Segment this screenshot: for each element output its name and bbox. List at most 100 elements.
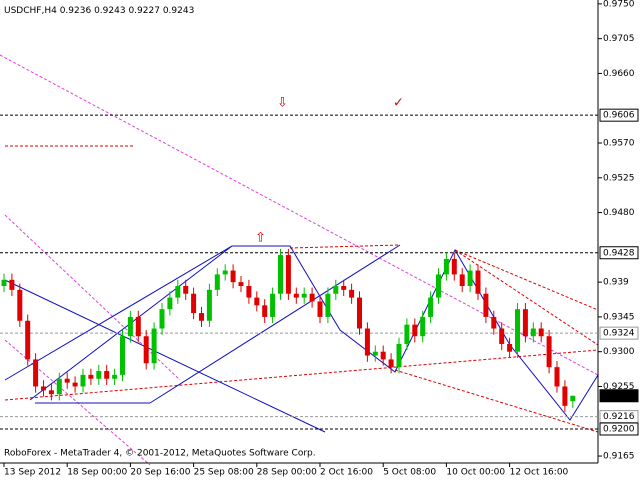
candle-body bbox=[56, 378, 62, 395]
candle-body bbox=[206, 289, 212, 321]
candle-body bbox=[349, 289, 355, 298]
candle-body bbox=[1, 279, 7, 286]
candle-body bbox=[167, 297, 173, 310]
candle-body bbox=[467, 270, 473, 286]
candle-body bbox=[135, 316, 141, 337]
level-label: 0.9243 bbox=[603, 391, 635, 401]
y-tick-label: 0.9255 bbox=[603, 382, 635, 392]
trend-line bbox=[454, 249, 599, 346]
trend-line bbox=[4, 214, 181, 381]
x-tick-label: 25 Sep 08:00 bbox=[194, 468, 254, 478]
level-label: 0.9428 bbox=[603, 248, 635, 258]
trend-line bbox=[394, 369, 599, 433]
candle-body bbox=[554, 367, 560, 387]
trend-line bbox=[0, 54, 599, 376]
x-tick-label: 18 Sep 00:00 bbox=[67, 468, 127, 478]
candle-body bbox=[507, 343, 513, 352]
candle-body bbox=[9, 279, 15, 290]
candle-body bbox=[380, 351, 386, 360]
candle-body bbox=[570, 395, 576, 402]
candle-body bbox=[459, 274, 465, 286]
candle-body bbox=[420, 316, 426, 337]
level-box bbox=[599, 422, 639, 436]
candle-body bbox=[357, 297, 362, 329]
candle-body bbox=[293, 293, 299, 298]
x-tick-label: 20 Sep 16:00 bbox=[130, 468, 190, 478]
candle-body bbox=[17, 289, 23, 321]
candle-body bbox=[33, 359, 39, 387]
candle-body bbox=[96, 371, 102, 379]
candle-body bbox=[127, 316, 133, 337]
y-tick-label: 0.9165 bbox=[603, 452, 635, 462]
y-tick-label: 0.939 bbox=[603, 278, 629, 288]
candle-body bbox=[64, 378, 70, 383]
level-label: 0.9324 bbox=[603, 329, 635, 339]
analysis-lines bbox=[0, 54, 599, 466]
candle-body bbox=[364, 328, 370, 356]
candle-body bbox=[499, 328, 505, 344]
candle-body bbox=[562, 386, 568, 406]
trend-line bbox=[4, 349, 599, 401]
candle-body bbox=[278, 255, 283, 294]
trend-line bbox=[289, 244, 401, 249]
candle-body bbox=[72, 382, 78, 387]
candle-body bbox=[301, 293, 307, 298]
candle-body bbox=[175, 285, 181, 298]
level-label: 0.9216 bbox=[603, 412, 635, 422]
candle-body bbox=[412, 324, 418, 337]
candle-body bbox=[238, 282, 244, 286]
candle-body bbox=[254, 297, 260, 306]
candle-body bbox=[41, 386, 46, 391]
candle-body bbox=[483, 293, 489, 317]
candle-body bbox=[191, 293, 197, 314]
header-low: 0.9227 bbox=[128, 6, 160, 16]
level-box bbox=[599, 326, 639, 340]
candle-body bbox=[309, 293, 315, 302]
candle-body bbox=[530, 328, 536, 337]
candle-body bbox=[262, 305, 268, 317]
candle-body bbox=[396, 343, 402, 368]
header-close: 0.9243 bbox=[163, 6, 195, 16]
candle-body bbox=[199, 313, 204, 321]
y-tick-label: 0.9705 bbox=[603, 34, 635, 44]
header: USDCHF,H4 0.9236 0.9243 0.9227 0.9243 bbox=[4, 6, 194, 16]
x-tick-label: 12 Oct 16:00 bbox=[510, 468, 569, 478]
candle-body bbox=[317, 301, 323, 317]
x-tick-label: 2 Oct 16:00 bbox=[320, 468, 373, 478]
candle-body bbox=[341, 285, 347, 290]
candle-body bbox=[222, 270, 228, 275]
trend-line bbox=[454, 249, 599, 311]
candle-body bbox=[491, 316, 497, 329]
candle-body bbox=[522, 309, 528, 337]
candle-body bbox=[443, 258, 449, 275]
candle-body bbox=[428, 297, 434, 317]
candle-body bbox=[25, 320, 31, 360]
candle-body bbox=[159, 309, 165, 329]
candle-body bbox=[515, 309, 520, 352]
candle-body bbox=[404, 324, 410, 344]
candle-body bbox=[104, 371, 110, 379]
level-label: 0.9200 bbox=[603, 424, 635, 434]
candle-body bbox=[48, 390, 54, 395]
candle-body bbox=[270, 293, 276, 317]
candle-body bbox=[230, 270, 236, 283]
y-tick-label: 0.9525 bbox=[603, 173, 635, 183]
level-label: 0.9606 bbox=[603, 111, 635, 121]
candle-body bbox=[333, 285, 339, 294]
header-high: 0.9243 bbox=[94, 6, 126, 16]
x-tick-label: 13 Sep 2012 bbox=[4, 468, 61, 478]
y-tick-label: 0.9345 bbox=[603, 312, 635, 322]
candle-body bbox=[112, 374, 118, 379]
level-box bbox=[599, 389, 639, 403]
y-tick-label: 0.9570 bbox=[603, 138, 635, 148]
channel-line bbox=[4, 279, 326, 433]
header-open: 0.9236 bbox=[60, 6, 92, 16]
candle-body bbox=[325, 293, 331, 317]
x-tick-label: 5 Oct 08:00 bbox=[383, 468, 436, 478]
candle-body bbox=[475, 270, 481, 294]
candle-body bbox=[451, 258, 457, 275]
footer: RoboForex - MetaTrader 4, © 2001-2012, M… bbox=[4, 449, 316, 459]
level-box bbox=[599, 246, 639, 260]
